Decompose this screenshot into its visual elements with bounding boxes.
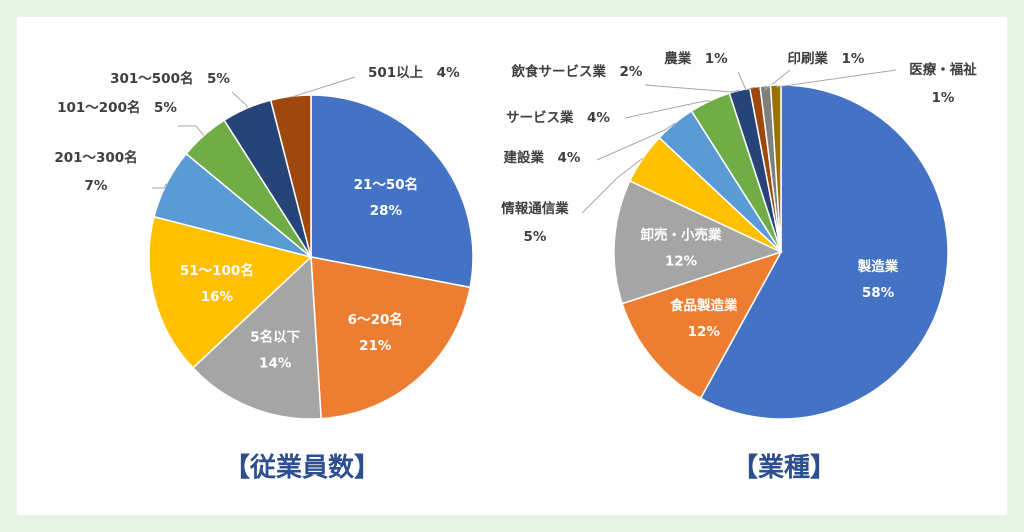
slice-label: 卸売・小売業: [640, 227, 721, 244]
leader-line: [737, 71, 756, 91]
slice-percent: 58%: [862, 285, 895, 301]
slice-label: 医療・福祉: [909, 61, 977, 78]
slice-label: 51～100名: [180, 262, 254, 279]
pie-slice: [191, 255, 322, 420]
slice-label: 製造業: [857, 258, 899, 275]
chart-title-employees: 【従業員数】: [224, 453, 380, 483]
chart-title-industry: 【業種】: [732, 453, 836, 483]
pie-slice: [148, 215, 313, 369]
slice-label: 5名以下: [250, 328, 300, 345]
pie-slice: [621, 250, 783, 400]
pie-slice: [613, 179, 784, 305]
leader-line: [644, 84, 740, 93]
slice-label: サービス業 4%: [506, 109, 610, 126]
slice-label: 21～50名: [354, 176, 419, 193]
slice-percent: 1%: [932, 90, 955, 106]
leader-line: [178, 125, 205, 136]
slice-label: 201～300名: [54, 149, 137, 166]
leader-line: [231, 91, 248, 109]
leader-line: [596, 122, 675, 161]
slice-label: 501以上 4%: [368, 65, 460, 81]
slice-label: 食品製造業: [670, 297, 738, 314]
slice-label: 101～200名 5%: [57, 99, 177, 116]
pie-slice: [699, 84, 949, 420]
slice-percent: 12%: [688, 324, 721, 340]
pie-slice: [310, 256, 472, 420]
leader-line: [581, 157, 644, 214]
slice-label: 飲食サービス業 2%: [511, 63, 643, 80]
leader-line: [775, 69, 897, 88]
pie-slice: [310, 94, 474, 289]
slice-label: 6～20名: [348, 311, 403, 328]
slice-label: 建設業 4%: [503, 149, 581, 166]
slice-percent: 12%: [665, 254, 698, 270]
slice-label: 農業 1%: [664, 50, 728, 67]
slice-percent: 5%: [524, 229, 547, 245]
leader-line: [764, 69, 791, 92]
pie-employees: 21～50名 28% 6～20名 21% 5名以下 14% 51～100名 16% 201～30…: [54, 65, 474, 420]
slice-label: 301～500名 5%: [110, 70, 230, 87]
slice-percent: 14%: [259, 355, 292, 371]
slice-percent: 16%: [201, 289, 234, 305]
slice-label: 情報通信業: [501, 200, 569, 217]
pie-slice: [769, 84, 782, 253]
pie-industry: 製造業 58% 食品製造業 12% 卸売・小売業 12% 情報通信業 5% 建設業 4% サービス…: [501, 50, 977, 420]
slice-percent: 21%: [359, 338, 392, 354]
leader-line: [290, 76, 356, 98]
slice-label: 印刷業 1%: [788, 50, 865, 67]
slice-percent: 7%: [85, 178, 108, 194]
slice-percent: 28%: [370, 203, 403, 219]
leader-line: [152, 183, 168, 189]
leader-line: [624, 100, 710, 119]
